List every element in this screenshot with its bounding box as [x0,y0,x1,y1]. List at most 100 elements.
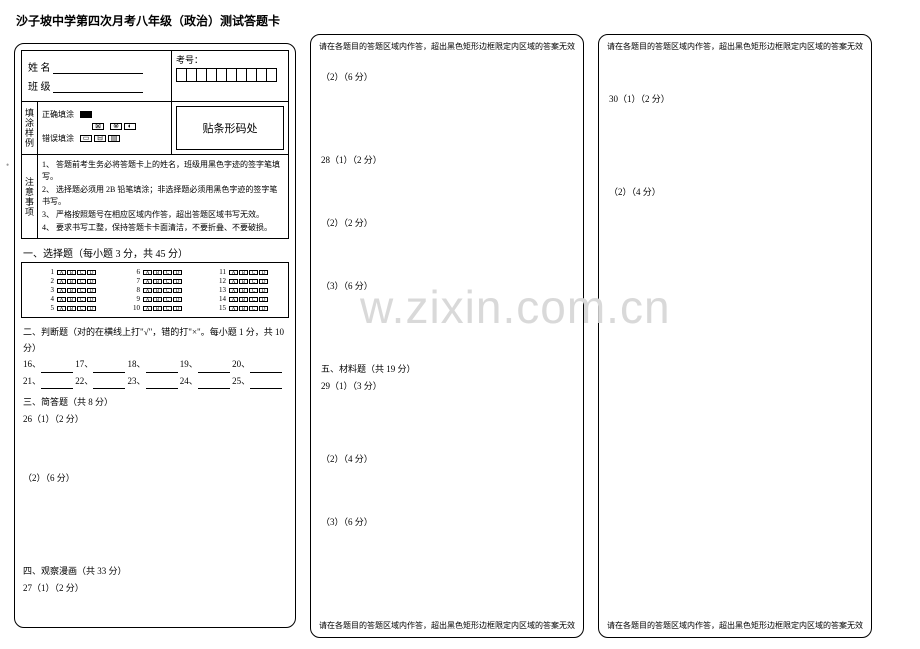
mc-bubble[interactable]: D [259,297,268,302]
mc-bubble[interactable]: A [57,279,66,284]
mc-bubble[interactable]: D [87,270,96,275]
col3-item: （2）（4 分） [609,185,861,198]
mc-bubble[interactable]: C [77,288,86,293]
tf-blank[interactable] [146,363,178,373]
mc-bubble[interactable]: C [77,279,86,284]
mc-bubble[interactable]: A [143,297,152,302]
mark-wrong-6: ▤ [108,135,120,142]
mc-bubble[interactable]: C [249,279,258,284]
mc-bubble[interactable]: C [249,297,258,302]
column-3: 请在各题目的答题区域内作答，超出黑色矩形边框限定内区域的答案无效 30（1）（2… [598,34,872,638]
mc-row: 3ABCD [42,286,96,294]
mc-bubble[interactable]: B [239,279,248,284]
mc-bubble[interactable]: D [259,279,268,284]
mc-bubble[interactable]: B [239,297,248,302]
col2-body: （2）（6 分）28（1）（2 分）（2）（2 分）（3）（6 分）五、材料题（… [311,58,583,532]
class-line[interactable] [53,82,143,93]
mc-bubble[interactable]: C [249,270,258,275]
mc-bubble[interactable]: B [67,288,76,293]
mc-bubble[interactable]: A [229,270,238,275]
mc-bubble[interactable]: B [153,288,162,293]
tf-blank[interactable] [146,379,178,389]
mc-bubble[interactable]: B [67,297,76,302]
mc-bubble[interactable]: A [57,288,66,293]
mc-bubble[interactable]: C [249,288,258,293]
mark-wrong-1: ⊠ [92,123,104,130]
mc-bubble[interactable]: A [57,270,66,275]
mc-bubble[interactable]: D [173,297,182,302]
mc-number: 1 [42,268,54,276]
mc-grid: 1ABCD2ABCD3ABCD4ABCD5ABCD6ABCD7ABCD8ABCD… [26,267,284,313]
mc-bubble[interactable]: D [173,270,182,275]
tf-blank[interactable] [93,363,125,373]
mc-bubble[interactable]: B [239,288,248,293]
tf-blank[interactable] [250,363,282,373]
tf-blank[interactable] [198,379,230,389]
mc-bubble[interactable]: B [67,270,76,275]
mc-bubble[interactable]: D [173,306,182,311]
mc-bubble[interactable]: D [87,288,96,293]
examno-grid[interactable] [176,68,284,82]
mc-bubble[interactable]: B [153,297,162,302]
mc-bubble[interactable]: A [229,306,238,311]
identity-fields: 姓 名 班 级 [22,51,172,101]
mc-bubble[interactable]: B [153,306,162,311]
mc-bubble[interactable]: A [143,288,152,293]
mc-bubble[interactable]: C [163,306,172,311]
mc-bubble[interactable]: B [67,306,76,311]
mc-bubble[interactable]: A [143,279,152,284]
mc-bubble[interactable]: C [163,270,172,275]
mc-bubble[interactable]: C [77,306,86,311]
tf-blank[interactable] [250,379,282,389]
tf-blank[interactable] [198,363,230,373]
mc-row: 14ABCD [214,295,268,303]
mc-bubble[interactable]: C [249,306,258,311]
mc-bubble[interactable]: B [153,279,162,284]
mc-bubble[interactable]: C [163,279,172,284]
mc-bubble[interactable]: A [57,306,66,311]
header-box: 姓 名 班 级 考号： 填涂样例 正确填涂 ⊠ ⊗ [21,50,289,239]
mc-column: 1ABCD2ABCD3ABCD4ABCD5ABCD [42,267,96,313]
tf-blank[interactable] [41,379,73,389]
mc-bubble[interactable]: A [143,306,152,311]
mc-bubble[interactable]: C [77,270,86,275]
mc-bubble[interactable]: D [87,279,96,284]
mc-column: 11ABCD12ABCD13ABCD14ABCD15ABCD [214,267,268,313]
sa-q-2: （2）（6 分） [23,471,287,484]
mc-bubble[interactable]: D [259,270,268,275]
mc-bubble[interactable]: A [229,297,238,302]
mc-bubble[interactable]: C [163,297,172,302]
mc-bubble[interactable]: A [229,288,238,293]
mc-bubble[interactable]: D [87,297,96,302]
mc-number: 7 [128,277,140,285]
mc-number: 10 [128,304,140,312]
name-line[interactable] [53,63,143,74]
tf-rows: 16、 17、 18、 19、 20、 21、 22、 23、 24、 25、 [23,356,287,388]
mc-bubble[interactable]: B [67,279,76,284]
tf-blank[interactable] [93,379,125,389]
mc-number: 6 [128,268,140,276]
col2-item: （2）（6 分） [321,70,573,83]
mc-bubble[interactable]: B [239,270,248,275]
mc-box: 1ABCD2ABCD3ABCD4ABCD5ABCD6ABCD7ABCD8ABCD… [21,262,289,318]
mc-bubble[interactable]: D [259,288,268,293]
mc-bubble[interactable]: A [57,297,66,302]
mc-row: 10ABCD [128,304,182,312]
mc-bubble[interactable]: B [239,306,248,311]
mc-bubble[interactable]: B [153,270,162,275]
mc-bubble[interactable]: A [229,279,238,284]
mc-bubble[interactable]: D [87,306,96,311]
mc-bubble[interactable]: D [173,279,182,284]
col2-item: （3）（6 分） [321,515,573,528]
mc-bubble[interactable]: C [163,288,172,293]
examno-cell[interactable] [266,68,277,82]
mc-number: 3 [42,286,54,294]
mc-bubble[interactable]: D [173,288,182,293]
tf-blank[interactable] [41,363,73,373]
mc-bubble[interactable]: C [77,297,86,302]
mc-bubble[interactable]: D [259,306,268,311]
tf-item-label: 21、 [23,376,41,386]
mc-bubble[interactable]: A [143,270,152,275]
column-1: 姓 名 班 级 考号： 填涂样例 正确填涂 ⊠ ⊗ [14,43,296,628]
tf-item-label: 24、 [180,376,198,386]
